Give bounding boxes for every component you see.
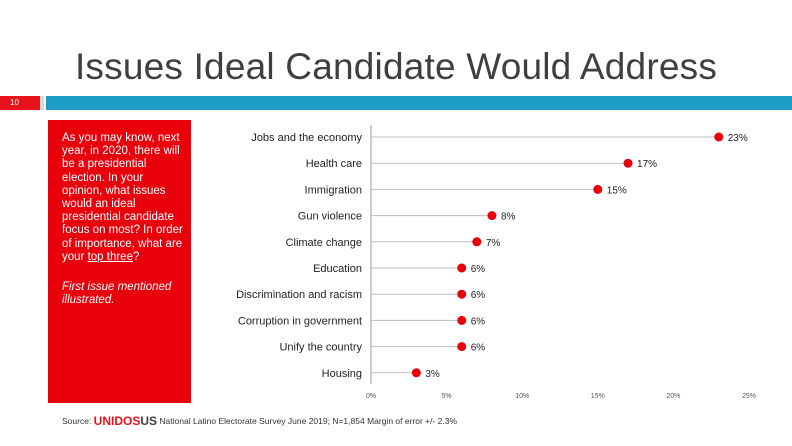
data-label: 6% bbox=[471, 290, 486, 301]
header-divider-gray bbox=[40, 96, 44, 110]
question-text-pre: As you may know, next year, in 2020, the… bbox=[62, 132, 183, 263]
category-label: Jobs and the economy bbox=[251, 132, 362, 144]
source-prefix: Source: bbox=[62, 416, 92, 426]
category-label: Corruption in government bbox=[238, 315, 362, 327]
question-note: First issue mentioned illustrated. bbox=[62, 281, 172, 307]
source-note: Source: UNIDOSUS National Latino Elector… bbox=[62, 414, 457, 428]
data-point bbox=[457, 263, 467, 273]
data-label: 15% bbox=[607, 185, 627, 196]
data-label: 7% bbox=[486, 238, 501, 249]
category-label: Housing bbox=[322, 368, 362, 380]
x-tick-label: 20% bbox=[666, 393, 680, 400]
x-tick-label: 0% bbox=[366, 393, 376, 400]
data-point bbox=[457, 342, 467, 352]
data-point bbox=[714, 132, 724, 142]
category-label: Immigration bbox=[305, 184, 362, 196]
question-text-post: ? bbox=[132, 250, 140, 263]
data-label: 17% bbox=[637, 159, 657, 170]
header-divider-teal bbox=[46, 96, 792, 110]
data-point bbox=[457, 315, 467, 325]
question-emphasis: top three bbox=[87, 250, 133, 263]
x-tick-label: 5% bbox=[442, 393, 452, 400]
issues-dot-chart: Jobs and the economy 23% Health care 17% Imm… bbox=[236, 125, 756, 400]
data-label: 6% bbox=[471, 316, 486, 327]
data-label: 6% bbox=[471, 264, 486, 275]
brand-logo-text: UNIDOSUS bbox=[94, 414, 157, 428]
data-point bbox=[487, 211, 497, 221]
x-tick-label: 10% bbox=[515, 393, 529, 400]
category-label: Education bbox=[313, 263, 362, 275]
slide-title: Issues Ideal Candidate Would Address bbox=[74, 46, 718, 87]
category-label: Health care bbox=[306, 158, 362, 170]
data-label: 3% bbox=[425, 369, 440, 380]
data-label: 6% bbox=[471, 343, 486, 354]
data-point bbox=[457, 289, 467, 299]
data-point bbox=[411, 368, 421, 378]
category-label: Gun violence bbox=[298, 211, 362, 223]
category-label: Climate change bbox=[286, 237, 362, 249]
source-text: National Latino Electorate Survey June 2… bbox=[159, 416, 458, 426]
category-label: Unify the country bbox=[279, 342, 362, 354]
data-point bbox=[623, 158, 633, 168]
category-label: Discrimination and racism bbox=[236, 289, 362, 301]
data-point bbox=[472, 237, 482, 247]
data-label: 8% bbox=[501, 212, 516, 223]
slide-number: 10 bbox=[0, 96, 40, 110]
brand-logo-part-a: UNIDOS bbox=[93, 414, 141, 428]
x-tick-label: 25% bbox=[742, 393, 756, 400]
data-label: 23% bbox=[728, 133, 748, 144]
data-point bbox=[593, 184, 603, 194]
question-panel: As you may know, next year, in 2020, the… bbox=[48, 120, 191, 403]
brand-logo-part-b: US bbox=[140, 414, 158, 428]
question-text: As you may know, next year, in 2020, the… bbox=[62, 132, 183, 264]
x-tick-label: 15% bbox=[591, 393, 605, 400]
